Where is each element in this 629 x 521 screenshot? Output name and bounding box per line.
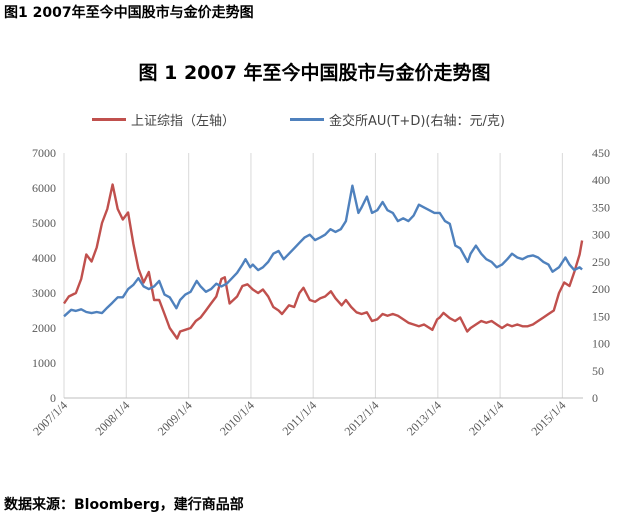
y-right-tick-label: 350 — [592, 200, 610, 214]
y-right-tick-label: 50 — [592, 364, 604, 378]
legend-label-shanghai: 上证综指（左轴） — [131, 114, 236, 129]
chart-legend: 上证综指（左轴） 金交所AU(T+D)(右轴：元/克) — [0, 110, 629, 130]
series-layer — [63, 183, 584, 340]
y-right-tick-label: 450 — [592, 146, 610, 160]
legend-swatch-gold — [290, 118, 324, 121]
y-left-tick-label: 7000 — [32, 146, 56, 160]
source-note: 数据来源：Bloomberg，建行商品部 — [4, 497, 244, 513]
x-tick-label: 2015/1/4 — [528, 398, 568, 438]
legend-item-shanghai: 上证综指（左轴） — [92, 110, 235, 129]
y-left-tick-label: 6000 — [32, 181, 56, 195]
y-left-tick-label: 3000 — [32, 286, 56, 300]
y-right-tick-label: 400 — [592, 173, 610, 187]
figure-caption: 图1 2007年至今中国股市与金价走势图 — [4, 5, 254, 21]
legend-swatch-shanghai — [92, 118, 126, 121]
x-tick-label: 2012/1/4 — [341, 398, 381, 438]
legend-label-gold: 金交所AU(T+D)(右轴：元/克) — [329, 114, 505, 129]
y-right-tick-label: 0 — [592, 391, 598, 405]
y-left-tick-label: 1000 — [32, 356, 56, 370]
y-right-tick-label: 300 — [592, 228, 610, 242]
y-right-tick-label: 200 — [592, 282, 610, 296]
chart-title: 图 1 2007 年至今中国股市与金价走势图 — [138, 62, 491, 84]
y-left-tick-label: 5000 — [32, 216, 56, 230]
axis-layer: 2007/1/4 2008/1/4 2009/1/4 2010/1/4 2011/1/4… — [30, 146, 610, 438]
y-right-tick-label: 250 — [592, 255, 610, 269]
series-line-shanghai — [63, 183, 584, 340]
series-line-gold — [63, 184, 583, 318]
x-tick-label: 2008/1/4 — [92, 398, 132, 438]
y-left-tick-label: 4000 — [32, 251, 56, 265]
y-left-tick-label: 2000 — [32, 321, 56, 335]
grid-layer — [63, 153, 563, 398]
legend-item-gold: 金交所AU(T+D)(右轴：元/克) — [290, 110, 505, 129]
x-tick-label: 2013/1/4 — [404, 398, 444, 438]
y-right-tick-label: 150 — [592, 309, 610, 323]
x-tick-label: 2009/1/4 — [155, 398, 195, 438]
x-tick-label: 2010/1/4 — [217, 398, 257, 438]
x-tick-label: 2011/1/4 — [280, 398, 320, 438]
y-left-tick-label: 0 — [50, 391, 56, 405]
y-right-tick-label: 100 — [592, 337, 610, 351]
x-tick-label: 2014/1/4 — [466, 398, 506, 438]
